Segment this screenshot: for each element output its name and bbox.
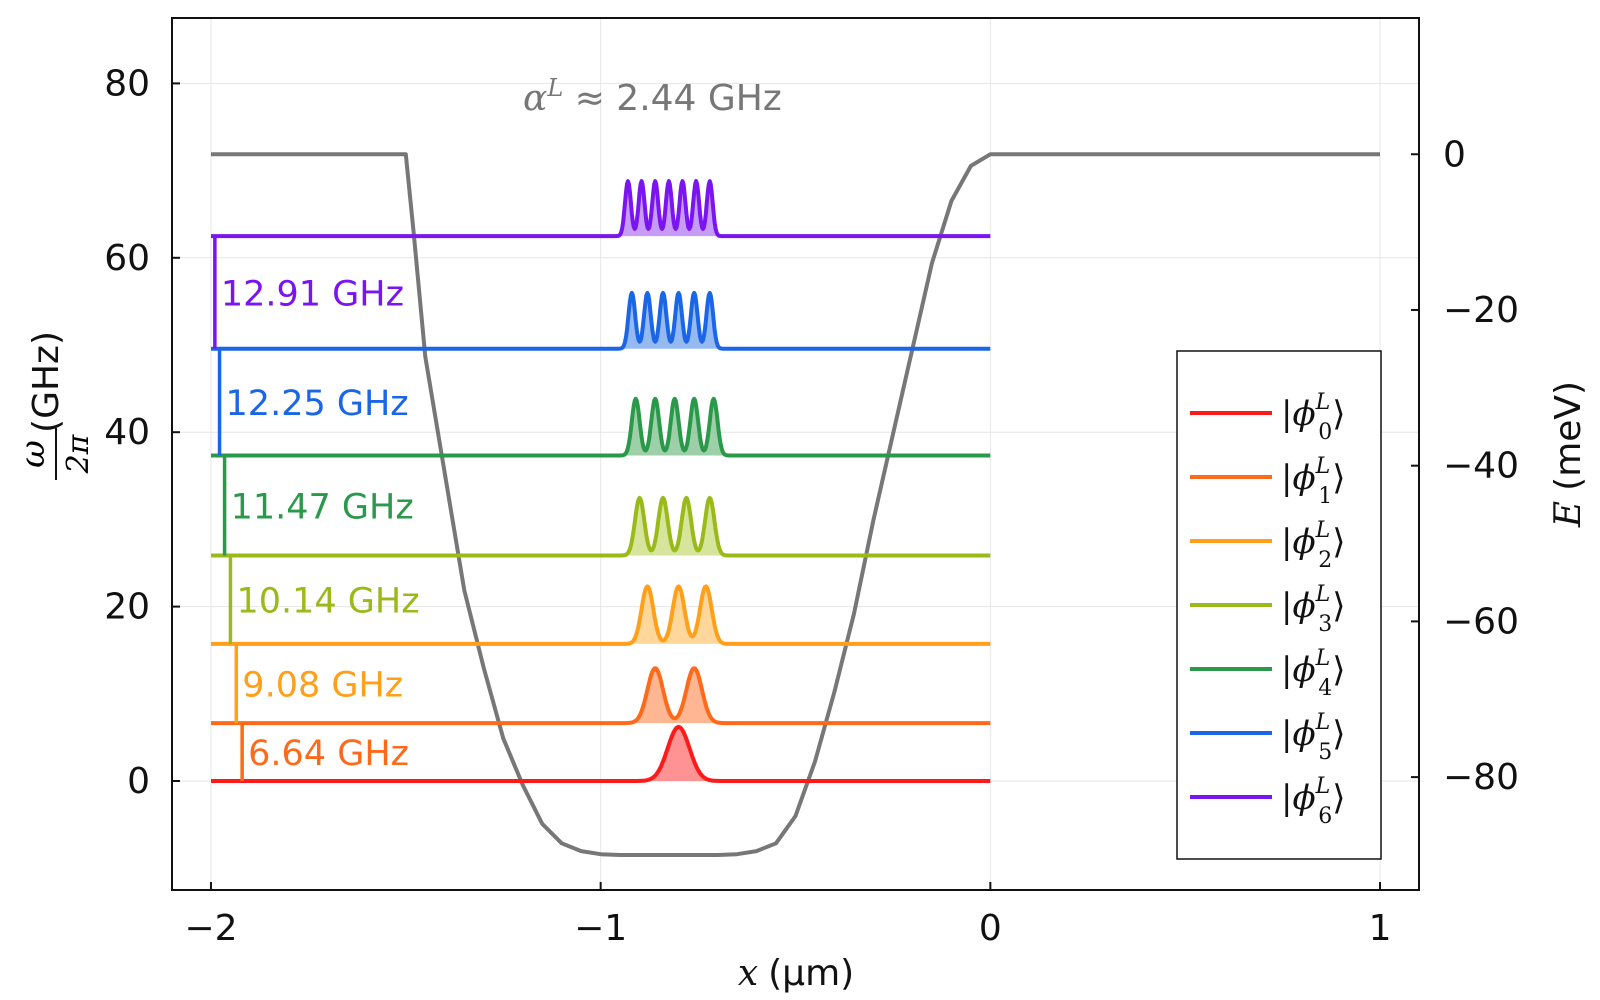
legend-label-2: |ϕL 2⟩ (1281, 518, 1346, 573)
wavefunction-layer (209, 179, 992, 783)
x-tick-label-2: 0 (979, 908, 1002, 949)
y-right-tick-label-3: −60 (1443, 601, 1519, 642)
anharmonicity-annotation: αL ≈ 2.44 GHz (523, 74, 782, 119)
state-2-line (209, 584, 992, 646)
state-4-group (209, 396, 992, 458)
state-1-line (209, 666, 992, 726)
transition-label-1: 9.08 GHz (242, 666, 403, 706)
transition-label-4: 12.25 GHz (226, 384, 409, 424)
y-right-axis-ticks: 0 −20 −40 −60 −80 (1411, 134, 1519, 798)
state-5-line (209, 290, 992, 351)
state-0-line (209, 724, 992, 783)
state-3-line (209, 495, 992, 558)
transition-label-3: 11.47 GHz (231, 487, 414, 527)
y-right-tick-label-2: −40 (1443, 446, 1519, 487)
y-left-tick-label-4: 80 (104, 63, 150, 104)
state-6-line (209, 179, 992, 239)
y-left-2pi: 2π (61, 433, 96, 474)
potential-curve (211, 152, 1380, 857)
transition-label-0: 6.64 GHz (248, 734, 409, 774)
y-left-axis-ticks: 0 20 40 60 80 (104, 63, 180, 802)
plot-frame (171, 17, 1420, 891)
transition-label-2: 10.14 GHz (236, 582, 419, 622)
x-tick-label-1: −1 (574, 908, 627, 949)
x-tick-label-3: 1 (1369, 908, 1392, 949)
state-5-group (209, 290, 992, 351)
y-left-tick-label-1: 20 (104, 587, 150, 628)
y-left-tick-label-0: 0 (127, 761, 150, 802)
state-4-line (209, 396, 992, 458)
state-0-group (209, 724, 992, 783)
state-3-group (209, 495, 992, 558)
x-axis-ticks: −2 −1 0 1 (184, 882, 1391, 949)
y-left-omega: ω (13, 440, 53, 468)
legend-label-1: |ϕL 1⟩ (1281, 454, 1346, 509)
y-right-tick-label-0: 0 (1443, 134, 1466, 175)
x-axis-label: x (µm) (738, 953, 854, 994)
y-left-unit: (GHz) (26, 331, 67, 433)
y-left-axis-label: ω 2π (GHz) (13, 331, 96, 480)
state-2-group (209, 584, 992, 646)
transition-markers: 6.64 GHz 9.08 GHz 10.14 GHz 11.47 GHz 12.25 … (213, 236, 420, 781)
legend-label-3: |ϕL 3⟩ (1281, 582, 1346, 637)
y-left-tick-label-3: 60 (104, 238, 150, 279)
transition-label-5: 12.91 GHz (221, 274, 404, 314)
legend-label-0: |ϕL 0⟩ (1281, 390, 1346, 445)
legend-label-5: |ϕL 5⟩ (1281, 710, 1346, 765)
state-1-group (209, 666, 992, 726)
x-tick-label-0: −2 (184, 908, 237, 949)
legend-label-4: |ϕL 4⟩ (1281, 646, 1346, 701)
legend-label-6: |ϕL 6⟩ (1281, 774, 1346, 829)
y-right-tick-label-1: −20 (1443, 290, 1519, 331)
y-right-axis-label: E(meV) (1548, 381, 1589, 528)
state-6-group (209, 179, 992, 239)
y-left-tick-label-2: 40 (104, 412, 150, 453)
potential-curve-layer (211, 152, 1380, 857)
legend: |ϕL 0⟩ |ϕL 1⟩ |ϕL 2⟩ |ϕL 3⟩ |ϕL 4⟩ |ϕL 5⟩ |ϕL 6⟩ (1176, 350, 1382, 860)
y-right-tick-label-4: −80 (1443, 757, 1519, 798)
